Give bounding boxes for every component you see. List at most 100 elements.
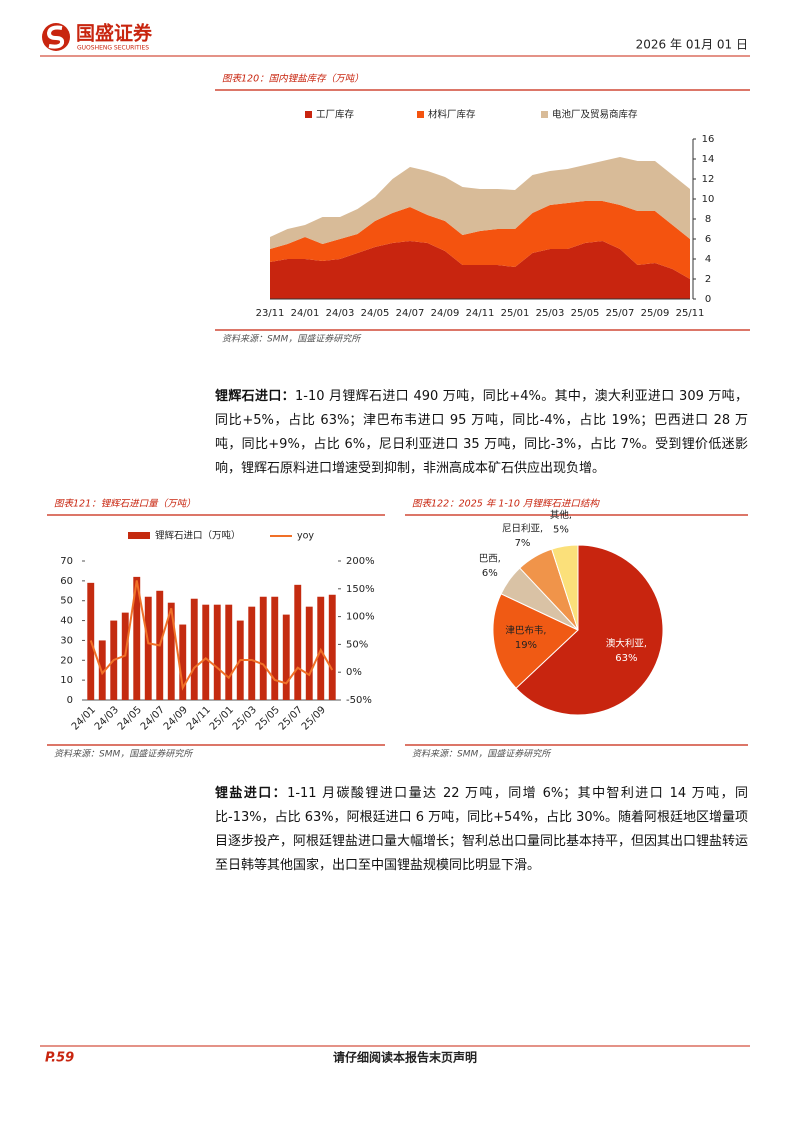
bar	[259, 596, 267, 700]
paragraph-lead: 锂辉石进口：	[215, 389, 296, 404]
legend-swatch	[128, 532, 150, 539]
x-tick-label: 24/05	[116, 704, 144, 732]
bar	[328, 594, 336, 700]
y2-tick-label: -50%	[346, 695, 372, 706]
y-tick-label: 50	[60, 596, 73, 607]
y-tick-label: 60	[60, 576, 73, 587]
bar	[167, 602, 175, 700]
x-tick-label: 24/11	[185, 704, 213, 732]
y-tick-label: 10	[702, 194, 715, 205]
bar	[294, 584, 302, 700]
paragraph-text: 1-10 月锂辉石进口 490 万吨，同比+4%。其中，澳大利亚进口 309 万…	[215, 389, 748, 476]
y2-tick-label: 200%	[346, 556, 375, 567]
area-series	[270, 157, 690, 249]
figure-source: 资料来源：SMM，国盛证券研究所	[222, 334, 362, 345]
y2-tick-label: 100%	[346, 612, 375, 623]
x-tick-label: 25/09	[300, 704, 328, 732]
y-tick-label: 14	[702, 154, 715, 165]
paragraph-lead: 锂盐进口：	[215, 786, 288, 801]
slice-label: 巴西,	[479, 553, 501, 564]
y-tick-label: 6	[705, 234, 711, 245]
legend-label: 电池厂及贸易商库存	[552, 109, 638, 121]
slice-label: 澳大利亚,	[606, 637, 647, 649]
bar	[213, 604, 221, 700]
x-tick-label: 25/07	[606, 308, 635, 319]
bar	[282, 614, 290, 700]
y-tick-label: 2	[705, 274, 711, 285]
paragraph: 锂辉石进口：1-10 月锂辉石进口 490 万吨，同比+4%。其中，澳大利亚进口…	[215, 385, 748, 481]
figure-source: 资料来源：SMM，国盛证券研究所	[412, 749, 552, 760]
legend-label: yoy	[297, 531, 314, 542]
area-series	[270, 241, 690, 299]
slice-value-label: 19%	[515, 640, 537, 651]
figure-title: 图表120：国内锂盐库存（万吨）	[222, 73, 364, 85]
bar	[225, 604, 233, 700]
logo-text: 国盛证券	[76, 22, 153, 45]
legend-label: 材料厂库存	[428, 109, 476, 121]
x-tick-label: 25/11	[676, 308, 705, 319]
figure-title: 图表121：锂辉石进口量（万吨）	[54, 498, 196, 510]
x-tick-label: 24/11	[466, 308, 495, 319]
x-tick-label: 24/01	[291, 308, 320, 319]
slice-label: 津巴布韦,	[505, 625, 546, 637]
x-tick-label: 24/03	[93, 704, 121, 732]
slice-value-label: 7%	[515, 538, 531, 549]
legend-label: 锂辉石进口（万吨）	[155, 530, 241, 542]
legend-label: 工厂库存	[316, 109, 355, 121]
x-tick-label: 25/01	[208, 704, 236, 732]
bar	[98, 640, 106, 700]
figure-source: 资料来源：SMM，国盛证券研究所	[54, 749, 194, 760]
pie-slice	[515, 544, 664, 716]
logo-subtext: GUOSHENG SECURITIES	[77, 45, 149, 52]
bar	[144, 596, 152, 700]
x-tick-label: 24/05	[361, 308, 390, 319]
y-tick-label: 0	[67, 695, 73, 706]
bar	[202, 604, 210, 700]
x-tick-label: 24/01	[70, 704, 98, 732]
legend-swatch	[541, 111, 548, 118]
y-tick-label: 4	[705, 254, 711, 265]
y2-tick-label: 50%	[346, 639, 368, 650]
legend-swatch	[417, 111, 424, 118]
pie-slice	[492, 593, 579, 689]
legend-swatch	[305, 111, 312, 118]
y-tick-label: 0	[705, 294, 711, 305]
y-tick-label: 40	[60, 616, 73, 627]
x-tick-label: 25/03	[231, 704, 259, 732]
x-tick-label: 23/11	[256, 308, 285, 319]
bar	[271, 596, 279, 700]
x-tick-label: 24/09	[431, 308, 460, 319]
y2-tick-label: 0%	[346, 667, 362, 678]
bar	[133, 576, 141, 700]
footer-notice: 请仔细阅读本报告末页声明	[333, 1050, 477, 1065]
x-tick-label: 25/05	[254, 704, 282, 732]
x-tick-label: 25/09	[641, 308, 670, 319]
bar	[248, 606, 256, 700]
slice-value-label: 63%	[615, 653, 637, 664]
report-date: 2026 年 01月 01 日	[636, 38, 748, 52]
y-tick-label: 70	[60, 556, 73, 567]
slice-value-label: 6%	[482, 568, 498, 579]
y-tick-label: 8	[705, 214, 711, 225]
x-tick-label: 25/03	[536, 308, 565, 319]
y2-tick-label: 150%	[346, 584, 375, 595]
y-tick-label: 12	[702, 174, 715, 185]
slice-label: 尼日利亚,	[502, 523, 543, 535]
y-tick-label: 16	[702, 134, 715, 145]
x-tick-label: 24/09	[162, 704, 190, 732]
area-series	[270, 201, 690, 279]
slice-label: 其他,	[550, 509, 572, 521]
page-number: P.59	[45, 1051, 74, 1066]
y-tick-label: 20	[60, 655, 73, 666]
y-tick-label: 10	[60, 675, 73, 686]
paragraph-text: 1-11 月碳酸锂进口量达 22 万吨，同增 6%；其中智利进口 14 万吨，同…	[215, 786, 749, 873]
logo-s	[46, 25, 65, 49]
x-tick-label: 24/07	[396, 308, 425, 319]
bar	[179, 624, 187, 700]
x-tick-label: 24/03	[326, 308, 355, 319]
figure-title: 图表122：2025 年 1-10 月锂辉石进口结构	[412, 498, 600, 510]
pie-slice	[551, 544, 579, 631]
line-series	[89, 580, 334, 691]
x-tick-label: 25/05	[571, 308, 600, 319]
